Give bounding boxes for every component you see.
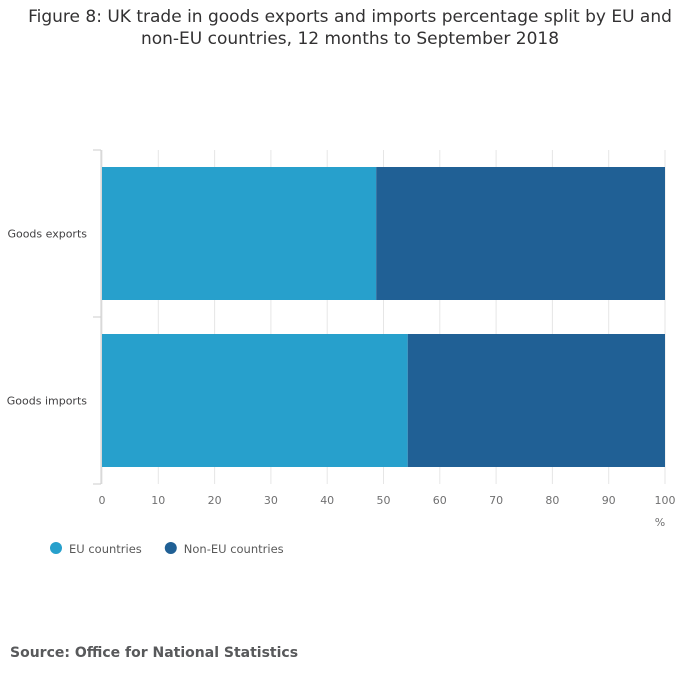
legend-marker-eu-countries xyxy=(50,542,62,554)
x-tick-label-40: 40 xyxy=(320,494,334,507)
x-tick-label-10: 10 xyxy=(151,494,165,507)
axes: 0 10 20 30 40 50 60 70 80 90 100% Goods exports Good… xyxy=(7,149,676,529)
x-tick-label-20: 20 xyxy=(208,494,222,507)
x-axis-label: % xyxy=(655,516,665,529)
bar-goods-imports-non-eu-countries xyxy=(407,334,665,467)
bar-goods-exports-non-eu-countries xyxy=(376,167,665,300)
x-tick-label-90: 90 xyxy=(602,494,616,507)
legend: EU countries Non-EU countries xyxy=(50,542,284,556)
legend-marker-non-eu-countries xyxy=(164,542,177,554)
bar-goods-imports-eu-countries xyxy=(102,334,408,467)
legend-label-non-eu-countries: Non-EU countries xyxy=(184,542,284,556)
x-tick-label-0: 0 xyxy=(99,494,106,507)
y-category-label-goods-imports: Goods imports xyxy=(7,395,88,408)
y-category-label-goods-exports: Goods exports xyxy=(7,228,87,241)
x-tick-label-30: 30 xyxy=(264,494,278,507)
source-note: Source: Office for National Statistics xyxy=(10,645,299,661)
x-tick-label-50: 50 xyxy=(377,494,391,507)
x-tick-label-70: 70 xyxy=(489,494,503,507)
bars xyxy=(102,167,665,467)
legend-label-eu-countries: EU countries xyxy=(69,542,142,556)
bar-goods-exports-eu-countries xyxy=(102,167,377,300)
x-tick-label-60: 60 xyxy=(433,494,447,507)
x-tick-label-100: 100 xyxy=(655,494,676,507)
x-tick-label-80: 80 xyxy=(545,494,559,507)
chart-title: Figure 8: UK trade in goods exports and … xyxy=(28,7,672,49)
